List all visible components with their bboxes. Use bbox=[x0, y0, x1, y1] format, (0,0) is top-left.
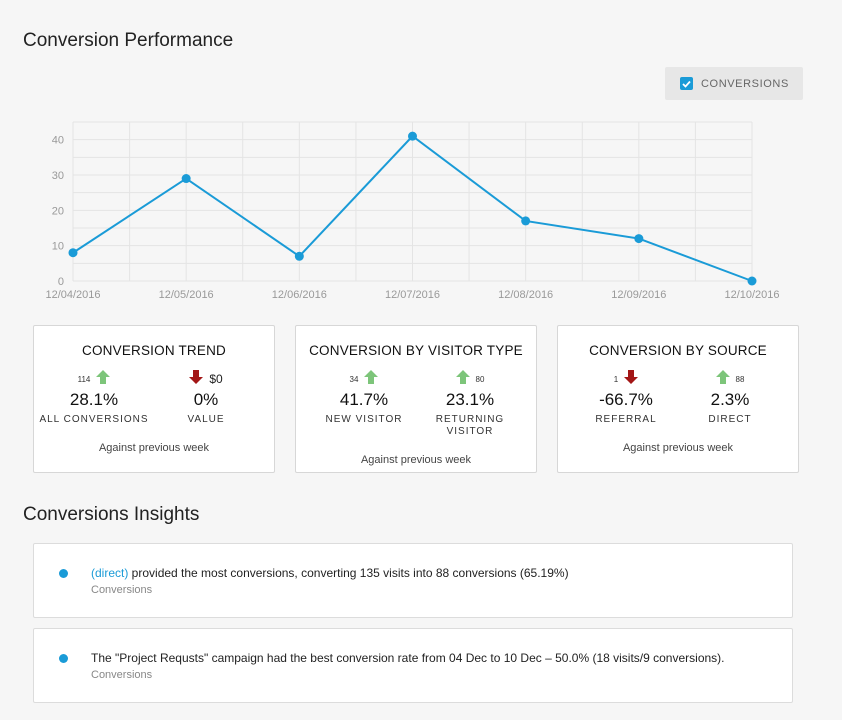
chart-grid bbox=[72, 121, 753, 282]
x-axis: 12/04/2016 12/05/2016 12/06/2016 12/07/2016… bbox=[45, 289, 779, 301]
data-point bbox=[634, 234, 644, 244]
x-tick-label: 12/10/2016 bbox=[724, 289, 779, 301]
bullet-dot-icon bbox=[59, 654, 68, 663]
data-point bbox=[747, 276, 757, 286]
card-title: CONVERSION BY SOURCE bbox=[589, 343, 767, 358]
metric-count: 114 bbox=[77, 374, 91, 384]
conversion-by-source-card: CONVERSION BY SOURCE 1 -66.7% REFERRAL 8… bbox=[557, 325, 799, 473]
data-point bbox=[68, 248, 78, 258]
bullet-dot-icon bbox=[59, 569, 68, 578]
metric-percent: 0% bbox=[193, 390, 219, 409]
insight-category: Conversions bbox=[91, 584, 153, 596]
metric-label: DIRECT bbox=[708, 414, 752, 425]
metric-direct: 88 2.3% DIRECT bbox=[670, 369, 790, 426]
data-point bbox=[521, 216, 531, 226]
y-tick-label: 0 bbox=[58, 276, 64, 288]
metric-label: RETURNING VISITOR bbox=[435, 414, 505, 437]
x-tick-label: 12/08/2016 bbox=[498, 289, 553, 301]
insight-sentence: provided the most conversions, convertin… bbox=[128, 566, 569, 580]
metric-new-visitor: 34 41.7% NEW VISITOR bbox=[304, 369, 424, 426]
arrow-up-icon bbox=[715, 369, 730, 389]
insights-section-title: Conversions Insights bbox=[23, 504, 200, 525]
metric-all-conversions: 114 28.1% ALL CONVERSIONS bbox=[34, 369, 154, 426]
insight-sentence: The "Project Requsts" campaign had the b… bbox=[91, 651, 725, 665]
metric-count: $0 bbox=[209, 372, 223, 386]
data-point bbox=[181, 174, 191, 184]
metric-percent: 23.1% bbox=[445, 390, 495, 409]
metric-count: 80 bbox=[475, 374, 485, 384]
arrow-up-icon bbox=[364, 369, 379, 389]
arrow-down-icon bbox=[624, 369, 639, 389]
card-footer: Against previous week bbox=[360, 454, 472, 466]
y-tick-label: 30 bbox=[52, 170, 64, 182]
metric-referral: 1 -66.7% REFERRAL bbox=[566, 369, 686, 426]
card-title: CONVERSION BY VISITOR TYPE bbox=[309, 343, 523, 358]
y-tick-label: 20 bbox=[52, 205, 64, 217]
card-title: CONVERSION TREND bbox=[82, 343, 226, 358]
page-title: Conversion Performance bbox=[23, 30, 234, 51]
metric-count: 34 bbox=[349, 374, 359, 384]
data-point bbox=[408, 131, 417, 141]
checkbox-checked-icon[interactable] bbox=[680, 77, 693, 90]
direct-source-link[interactable]: (direct) bbox=[91, 566, 129, 580]
metric-count: 88 bbox=[735, 374, 745, 384]
conversion-by-visitor-type-card: CONVERSION BY VISITOR TYPE 34 41.7% NEW … bbox=[295, 325, 537, 473]
conversions-series-points bbox=[68, 131, 757, 286]
x-tick-label: 12/05/2016 bbox=[159, 289, 214, 301]
x-tick-label: 12/06/2016 bbox=[272, 289, 327, 301]
metric-percent: 41.7% bbox=[339, 390, 389, 409]
metric-label: ALL CONVERSIONS bbox=[39, 414, 149, 425]
arrow-up-icon bbox=[96, 369, 111, 389]
arrow-up-icon bbox=[455, 369, 470, 389]
y-tick-label: 40 bbox=[52, 135, 64, 147]
data-point bbox=[294, 251, 304, 261]
metric-value: $0 0% VALUE bbox=[146, 369, 266, 426]
metric-percent: 28.1% bbox=[69, 390, 119, 409]
metric-returning-visitor: 80 23.1% RETURNING VISITOR bbox=[410, 369, 530, 438]
insight-card: The "Project Requsts" campaign had the b… bbox=[33, 628, 793, 703]
metric-label: NEW VISITOR bbox=[325, 414, 403, 425]
metric-count: 1 bbox=[613, 374, 619, 384]
insight-category: Conversions bbox=[91, 669, 153, 681]
y-tick-label: 10 bbox=[52, 241, 64, 253]
metric-percent: -66.7% bbox=[599, 390, 653, 409]
metric-percent: 2.3% bbox=[710, 390, 750, 409]
card-footer: Against previous week bbox=[622, 442, 734, 454]
y-axis: 0 10 20 30 40 bbox=[52, 135, 64, 288]
x-tick-label: 12/04/2016 bbox=[45, 289, 100, 301]
metric-label: REFERRAL bbox=[595, 414, 657, 425]
card-footer: Against previous week bbox=[98, 442, 210, 454]
conversion-trend-card: CONVERSION TREND 114 28.1% ALL CONVERSIO… bbox=[33, 325, 275, 473]
insight-text: (direct) provided the most conversions, … bbox=[91, 566, 569, 580]
x-tick-label: 12/09/2016 bbox=[611, 289, 666, 301]
insight-text: The "Project Requsts" campaign had the b… bbox=[91, 651, 725, 665]
conversions-line-chart: 0 10 20 30 40 12/04/2016 12/05/2016 12/06/2016… bbox=[45, 121, 780, 301]
legend-label: CONVERSIONS bbox=[701, 77, 789, 90]
conversions-legend-toggle[interactable]: CONVERSIONS bbox=[665, 67, 803, 100]
x-tick-label: 12/07/2016 bbox=[385, 289, 440, 301]
arrow-down-icon bbox=[189, 369, 204, 389]
insight-card: (direct) provided the most conversions, … bbox=[33, 543, 793, 618]
metric-label: VALUE bbox=[187, 414, 225, 425]
